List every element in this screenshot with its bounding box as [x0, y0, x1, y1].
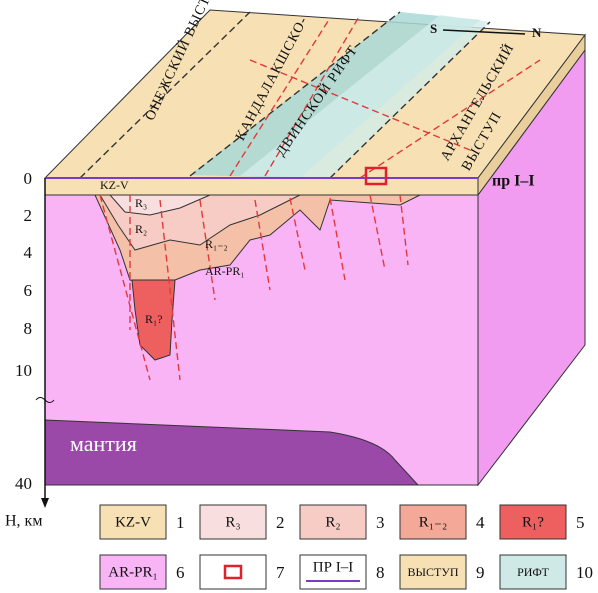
- legend-label: ПР I–I: [313, 559, 353, 575]
- axis-break: [35, 397, 55, 403]
- unit-label: KZ-V: [100, 178, 129, 192]
- legend-box: [499, 554, 567, 590]
- legend-label: R₂: [325, 514, 340, 530]
- fault: [359, 59, 541, 179]
- legend-box: [99, 554, 167, 590]
- compass-arrow: [442, 29, 526, 35]
- rift-band-light: [240, 15, 490, 178]
- r1-unit: [131, 279, 176, 361]
- axis-arrow: [41, 498, 49, 508]
- legend-number: 1: [176, 513, 185, 532]
- profile-label: пр I–I: [492, 173, 535, 190]
- fault: [199, 199, 216, 301]
- depth-label: 0: [24, 169, 33, 188]
- legend-number: 6: [176, 563, 185, 582]
- faults: [99, 194, 409, 381]
- legend-label: R₁?: [522, 514, 544, 530]
- legend-box: [399, 554, 467, 590]
- fault: [399, 194, 409, 266]
- boundary: [79, 11, 251, 179]
- depth-labels: 0 2 4 6 8 10 40: [15, 169, 33, 493]
- depth-label: 2: [24, 206, 33, 225]
- fault: [369, 194, 386, 271]
- legend-number: 10: [576, 563, 593, 582]
- depth-label: 6: [24, 281, 33, 300]
- legend-box: [299, 554, 367, 590]
- legend-label: AR-PR₁: [108, 564, 157, 580]
- depth-label: 8: [24, 319, 33, 338]
- compass-s: S: [430, 21, 437, 36]
- compass-n: N: [532, 25, 542, 40]
- mantle: [44, 419, 420, 486]
- fault: [99, 194, 151, 381]
- legend-box: [499, 504, 567, 540]
- legend-box: [99, 504, 167, 540]
- unit-label: R₁₋₂: [205, 237, 228, 251]
- fault: [229, 17, 331, 177]
- mantle-label: мантия: [70, 431, 137, 456]
- legend-label: ВЫСТУП: [408, 565, 459, 579]
- legend-number: 7: [276, 563, 285, 582]
- unit-label: R₂: [135, 222, 147, 236]
- legend-number: 8: [376, 563, 385, 582]
- boundary: [189, 11, 401, 177]
- depth-label: 40: [15, 474, 32, 493]
- unit-label: R₁?: [145, 312, 163, 326]
- legend-box: [199, 554, 267, 590]
- legend-label: РИФТ: [517, 565, 550, 579]
- unit-label: AR-PR₁: [205, 264, 245, 278]
- legend-box: [299, 504, 367, 540]
- legend-number: 3: [376, 513, 385, 532]
- depth-label: 10: [15, 361, 32, 380]
- depth-axis-label: H, км: [5, 513, 42, 530]
- fault: [289, 197, 306, 271]
- legend: KZ-V 1 R₃ 2 R₂ 3 R₁₋₂ 4 R₁? 5 AR-PR₁ 6 7 ПР I–I 8 ВЫСТУ…: [99, 504, 593, 590]
- fault: [249, 59, 471, 151]
- fault: [254, 199, 271, 291]
- fault: [329, 197, 346, 281]
- legend-icon: [223, 564, 243, 580]
- legend-label: KZ-V: [115, 514, 151, 530]
- legend-number: 5: [576, 513, 585, 532]
- legend-number: 2: [276, 513, 285, 532]
- legend-box: [399, 504, 467, 540]
- kzv-side: [477, 33, 586, 197]
- depth-label: 4: [24, 243, 33, 262]
- legend-number: 4: [476, 513, 485, 532]
- study-area: [364, 166, 388, 186]
- fault: [264, 14, 361, 177]
- unit-label: R₃: [135, 196, 147, 210]
- boundary: [329, 21, 491, 179]
- fault: [159, 199, 181, 381]
- legend-number: 9: [476, 563, 485, 582]
- legend-box: [199, 504, 267, 540]
- legend-label: R₃: [225, 514, 240, 530]
- legend-label: R₁₋₂: [419, 514, 447, 530]
